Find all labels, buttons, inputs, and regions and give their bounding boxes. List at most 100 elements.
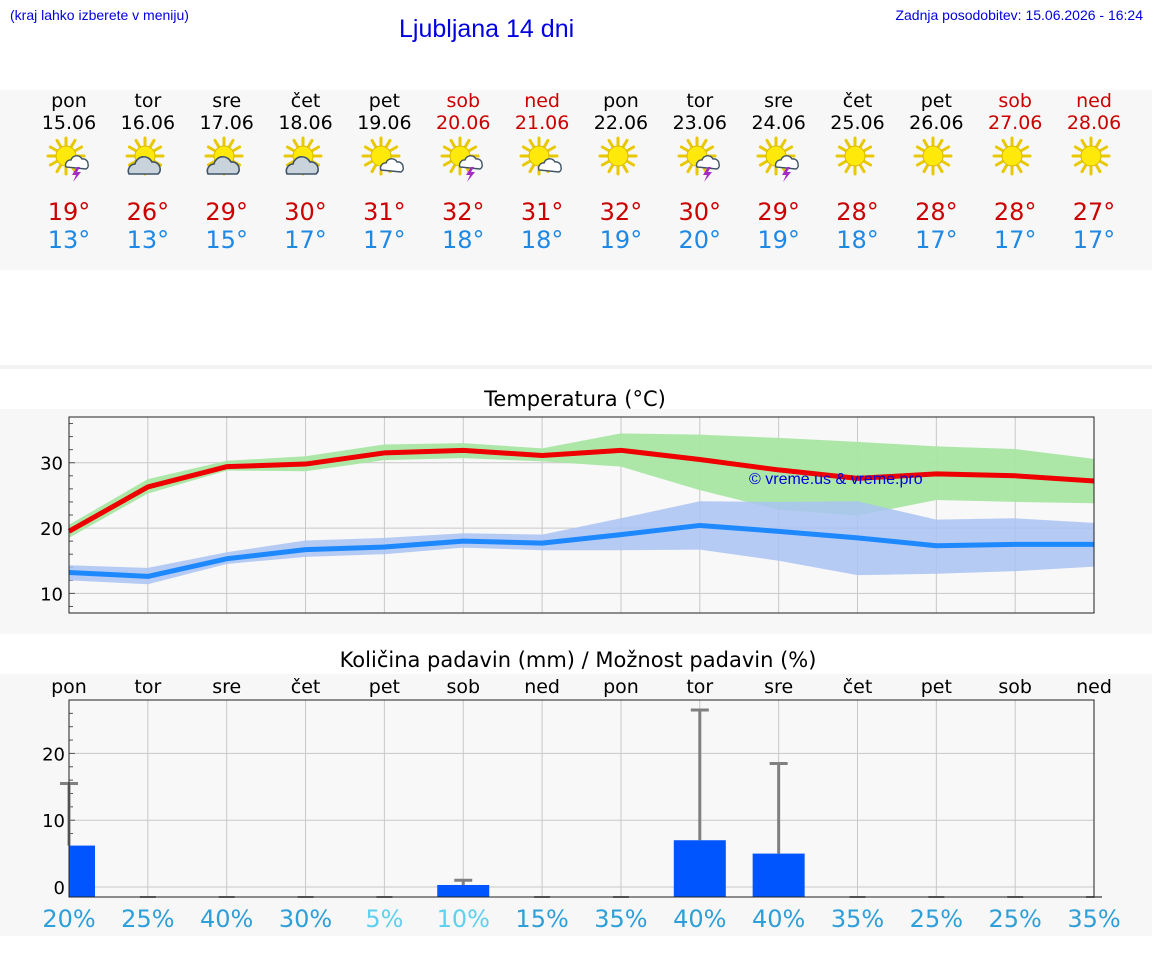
min-temp-line xyxy=(68,522,1095,579)
temp-max: 29° xyxy=(205,198,248,226)
y-tick-label: 30 xyxy=(40,454,63,475)
precip-probability: 25% xyxy=(910,905,963,933)
sun-icon xyxy=(992,136,1038,182)
sun-cloud-icon xyxy=(204,136,250,182)
y-tick-label: 20 xyxy=(40,519,63,540)
page-title: Ljubljana 14 dni xyxy=(399,15,575,43)
precip-probability: 15% xyxy=(515,905,568,933)
precip-probability: 35% xyxy=(831,905,884,933)
temp-min: 13° xyxy=(47,226,91,254)
temp-max: 27° xyxy=(1072,198,1116,226)
x-tick-label: pon xyxy=(603,676,639,698)
temp-max: 29° xyxy=(757,198,800,226)
x-tick-label: tor xyxy=(686,676,713,698)
day-name: pet xyxy=(920,90,952,112)
temp-max: 26° xyxy=(126,198,170,226)
temperature-chart: 10 20 30 © vreme.us & vreme.pro xyxy=(40,416,1095,614)
day-date: 19.06 xyxy=(357,112,412,134)
plot-frame xyxy=(68,416,1095,614)
precip-probability: 40% xyxy=(200,905,253,933)
day-name: pet xyxy=(368,90,400,112)
sun-cloud-icon xyxy=(283,136,329,182)
temp-min: 18° xyxy=(441,226,485,254)
day-name: sre xyxy=(212,90,242,112)
day-date: 16.06 xyxy=(120,112,176,134)
plot-frame xyxy=(68,699,1095,898)
x-tick-label: pet xyxy=(369,676,400,698)
temp-min: 13° xyxy=(126,226,170,254)
day-date: 23.06 xyxy=(672,112,727,134)
day-name: pon xyxy=(603,90,639,112)
temp-min: 18° xyxy=(836,226,879,254)
temp-min: 17° xyxy=(363,226,406,254)
temp-min: 19° xyxy=(599,226,643,254)
x-tick-label: sre xyxy=(212,676,241,698)
x-tick-label: ned xyxy=(1076,676,1112,698)
temp-min: 17° xyxy=(915,226,958,254)
divider xyxy=(0,365,1152,369)
temp-max: 30° xyxy=(284,198,327,226)
x-tick-label: pet xyxy=(921,676,952,698)
precip-probability: 40% xyxy=(752,905,805,933)
day-name: sob xyxy=(998,90,1032,112)
temp-max: 19° xyxy=(47,198,91,226)
temp-min: 18° xyxy=(520,226,564,254)
precipitation-chart-title: Količina padavin (mm) / Možnost padavin … xyxy=(339,648,817,672)
sun-cloud-storm-icon xyxy=(440,136,486,182)
temp-max: 28° xyxy=(836,198,879,226)
y-tick-label: 0 xyxy=(54,878,65,899)
day-name: čet xyxy=(290,90,321,112)
x-tick-label: pon xyxy=(51,676,87,698)
max-temp-line xyxy=(67,447,1095,534)
day-name: čet xyxy=(842,90,873,112)
temp-max: 32° xyxy=(441,198,485,226)
day-date: 24.06 xyxy=(751,112,806,134)
day-name: ned xyxy=(1076,90,1112,112)
precip-bar xyxy=(673,840,726,897)
sun-cloud-storm-icon xyxy=(677,136,723,182)
x-tick-label: sre xyxy=(764,676,793,698)
x-tick-label: sob xyxy=(446,676,480,698)
y-tick-label: 10 xyxy=(42,811,65,832)
temp-max: 31° xyxy=(520,198,564,226)
sun-small-cloud-icon xyxy=(519,136,565,182)
precip-probability: 10% xyxy=(437,905,490,933)
day-date: 27.06 xyxy=(987,112,1043,134)
day-name: ned xyxy=(524,90,560,112)
temp-min: 20° xyxy=(678,226,722,254)
sun-icon xyxy=(835,136,881,182)
x-tick-label: sob xyxy=(998,676,1032,698)
y-tick-label: 10 xyxy=(40,584,63,605)
temp-max: 28° xyxy=(993,198,1037,226)
forecast-band xyxy=(0,90,1152,270)
temp-min: 17° xyxy=(284,226,327,254)
temp-min: 17° xyxy=(1072,226,1116,254)
day-name: tor xyxy=(134,90,162,112)
sun-icon xyxy=(913,136,959,182)
precip-probability: 40% xyxy=(673,905,726,933)
temperature-chart-title: Temperatura (°C) xyxy=(484,387,666,411)
y-tick-label: 20 xyxy=(42,744,65,765)
sun-cloud-storm-icon xyxy=(46,136,92,182)
temp-min: 19° xyxy=(757,226,800,254)
precip-bar xyxy=(69,845,95,897)
day-date: 17.06 xyxy=(199,112,254,134)
min-temp-range xyxy=(69,501,1095,585)
day-name: sob xyxy=(446,90,481,112)
precip-bar xyxy=(752,853,805,897)
precip-probability: 20% xyxy=(42,905,95,933)
day-date: 15.06 xyxy=(41,112,97,134)
temp-max: 31° xyxy=(363,198,406,226)
sun-icon xyxy=(598,136,644,182)
day-name: sre xyxy=(764,90,794,112)
day-name: tor xyxy=(686,90,714,112)
precip-probability: 35% xyxy=(594,905,647,933)
plot-area xyxy=(69,700,1094,897)
day-date: 28.06 xyxy=(1066,112,1122,134)
precip-bar xyxy=(437,884,490,897)
temp-max: 30° xyxy=(678,198,722,226)
day-name: pon xyxy=(51,90,87,112)
day-date: 22.06 xyxy=(593,112,649,134)
x-tick-label: ned xyxy=(524,676,560,698)
